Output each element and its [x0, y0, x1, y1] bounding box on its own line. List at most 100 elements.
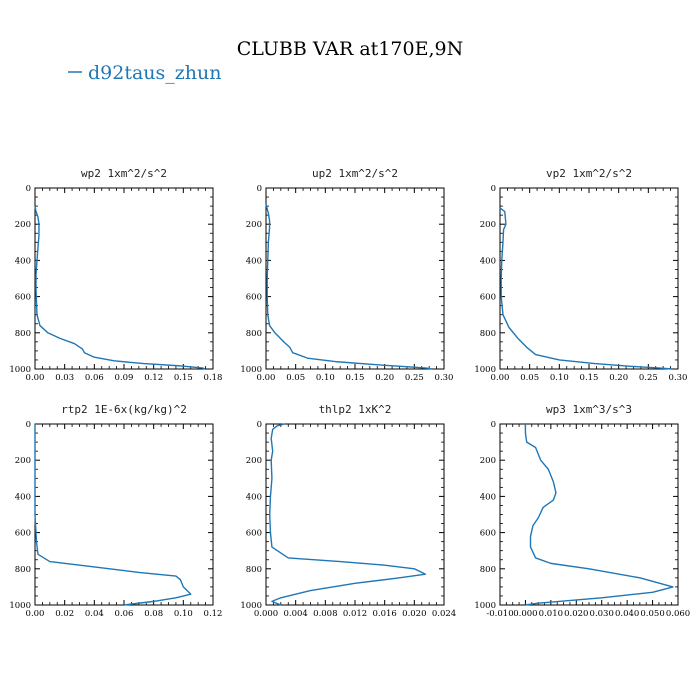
- y-tick-label: 200: [15, 456, 31, 466]
- plot-frame: [499, 187, 679, 370]
- y-tick-label: 800: [15, 565, 31, 575]
- series-line-1: [34, 205, 206, 370]
- series-line-1: [269, 423, 427, 606]
- x-tick-label: 0.12: [204, 609, 223, 619]
- subplot-5: thlp2 1xK^2 0.000 0.004 0.008 0.012 0.016 0.02…: [240, 403, 456, 619]
- series-line-1: [499, 207, 673, 370]
- y-tick-label: 0: [491, 420, 496, 430]
- x-tick-label: 0.25: [639, 373, 658, 383]
- x-tick-label: 0.024: [432, 609, 456, 619]
- legend-label: d92taus_zhun: [88, 62, 222, 84]
- x-tick-label: 0.050: [640, 609, 664, 619]
- y-tick-label: 1000: [240, 601, 262, 611]
- subplot-title: thlp2 1xK^2: [319, 403, 392, 416]
- x-tick-label: 0.05: [286, 373, 305, 383]
- y-tick-label: 800: [480, 329, 496, 339]
- x-tick-label: 0.000: [513, 609, 537, 619]
- plot-frame: [34, 187, 214, 370]
- y-tick-label: 400: [246, 256, 262, 266]
- x-tick-label: 0.06: [85, 373, 104, 383]
- y-tick-label: 0: [257, 420, 262, 430]
- x-tick-label: 0.30: [669, 373, 688, 383]
- x-tick-label: 0.10: [550, 373, 569, 383]
- subplot-title: wp3 1xm^3/s^3: [546, 403, 632, 416]
- x-tick-label: 0.060: [666, 609, 690, 619]
- y-tick-label: 200: [480, 220, 496, 230]
- y-tick-label: 600: [15, 293, 31, 303]
- plot-frame: [265, 187, 445, 370]
- x-tick-label: 0.020: [402, 609, 426, 619]
- x-tick-label: 0.10: [174, 609, 193, 619]
- panels: wp2 1xm^2/s^2 0.00 0.03 0.06 0.09 0.12 0.15 0.1…: [9, 167, 690, 619]
- x-tick-label: 0.10: [316, 373, 335, 383]
- y-tick-label: 0: [257, 184, 262, 194]
- x-tick-label: 0.25: [405, 373, 424, 383]
- y-tick-label: 600: [480, 529, 496, 539]
- y-tick-label: 200: [15, 220, 31, 230]
- figure-title: CLUBB VAR at170E,9N: [237, 38, 463, 60]
- x-tick-label: 0.03: [55, 373, 74, 383]
- x-tick-label: 0.02: [55, 609, 74, 619]
- x-tick-label: 0.020: [564, 609, 588, 619]
- subplot-1: wp2 1xm^2/s^2 0.00 0.03 0.06 0.09 0.12 0.15 0.1…: [9, 167, 222, 383]
- x-tick-label: 0.030: [590, 609, 614, 619]
- x-tick-label: 0.00: [491, 373, 510, 383]
- x-tick-label: 0.000: [254, 609, 278, 619]
- y-tick-label: 600: [246, 529, 262, 539]
- plot-frame: [499, 423, 679, 606]
- plot-frame: [34, 423, 214, 606]
- x-tick-label: 0.08: [144, 609, 163, 619]
- subplot-title: vp2 1xm^2/s^2: [546, 167, 632, 180]
- y-tick-label: 0: [26, 184, 31, 194]
- x-tick-label: 0.04: [85, 609, 104, 619]
- x-tick-label: 0.016: [372, 609, 396, 619]
- y-tick-label: 1000: [9, 365, 31, 375]
- y-tick-label: 400: [246, 492, 262, 502]
- subplot-title: rtp2 1E-6x(kg/kg)^2: [61, 403, 187, 416]
- subplot-4: rtp2 1E-6x(kg/kg)^2 0.00 0.02 0.04 0.06 0.08 0…: [9, 403, 222, 619]
- x-tick-label: 0.12: [144, 373, 163, 383]
- x-tick-label: 0.30: [435, 373, 454, 383]
- y-tick-label: 800: [246, 565, 262, 575]
- y-tick-label: 1000: [9, 601, 31, 611]
- subplot-3: vp2 1xm^2/s^2 0.00 0.05 0.10 0.15 0.20 0.25 0.3…: [474, 167, 687, 383]
- x-tick-label: 0.00: [26, 609, 45, 619]
- x-tick-label: 0.20: [609, 373, 628, 383]
- x-tick-label: 0.18: [204, 373, 223, 383]
- y-tick-label: 800: [480, 565, 496, 575]
- subplot-title: wp2 1xm^2/s^2: [81, 167, 167, 180]
- y-tick-label: 600: [480, 293, 496, 303]
- x-tick-label: 0.004: [283, 609, 307, 619]
- y-tick-label: 600: [246, 293, 262, 303]
- x-tick-label: 0.09: [115, 373, 134, 383]
- series-line-1: [265, 204, 433, 370]
- subplot-2: up2 1xm^2/s^2 0.00 0.05 0.10 0.15 0.20 0.25 0.3…: [240, 167, 453, 383]
- x-tick-label: 0.05: [520, 373, 539, 383]
- x-tick-label: 0.15: [346, 373, 365, 383]
- subplot-6: wp3 1xm^3/s^3 -0.010 0.000 0.010 0.020 0.030 0…: [474, 403, 690, 619]
- y-tick-label: 600: [15, 529, 31, 539]
- y-tick-label: 0: [26, 420, 31, 430]
- x-tick-label: 0.010: [539, 609, 563, 619]
- x-tick-label: 0.15: [580, 373, 599, 383]
- x-tick-label: 0.06: [115, 609, 134, 619]
- y-tick-label: 200: [246, 220, 262, 230]
- x-tick-label: 0.008: [313, 609, 337, 619]
- y-tick-label: 800: [246, 329, 262, 339]
- series-line-1: [524, 424, 674, 606]
- y-tick-label: 0: [491, 184, 496, 194]
- y-tick-label: 1000: [474, 365, 496, 375]
- legend: d92taus_zhun: [68, 62, 222, 84]
- x-tick-label: 0.20: [375, 373, 394, 383]
- y-tick-label: 400: [15, 256, 31, 266]
- y-tick-label: 200: [480, 456, 496, 466]
- y-tick-label: 200: [246, 456, 262, 466]
- x-tick-label: 0.15: [174, 373, 193, 383]
- x-tick-label: 0.012: [343, 609, 367, 619]
- plot-frame: [265, 423, 445, 606]
- x-tick-label: -0.010: [486, 609, 513, 619]
- x-tick-label: 0.00: [257, 373, 276, 383]
- y-tick-label: 1000: [240, 365, 262, 375]
- y-tick-label: 800: [15, 329, 31, 339]
- y-tick-label: 1000: [474, 601, 496, 611]
